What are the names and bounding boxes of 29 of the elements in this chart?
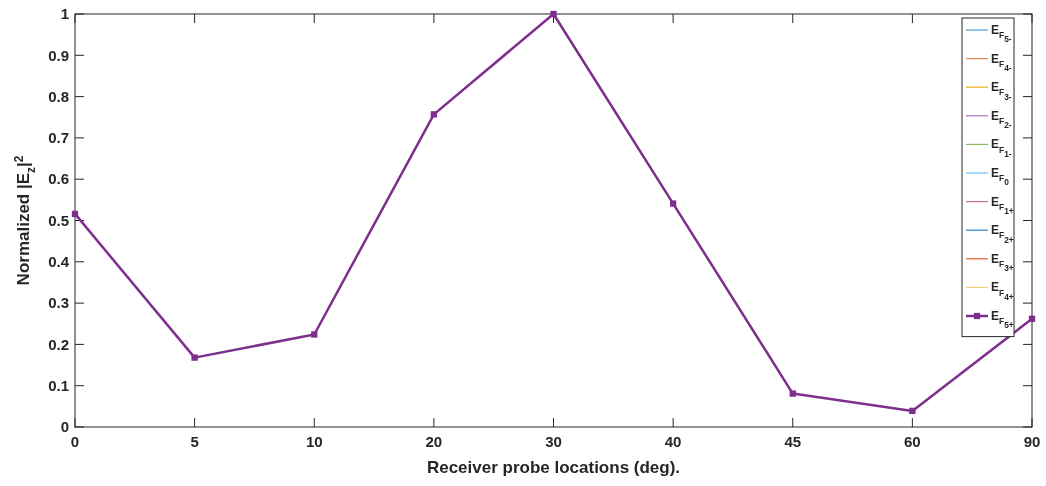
point <box>909 407 916 415</box>
y-tick-label: 0.7 <box>48 129 69 147</box>
y-tick-label: 0.5 <box>48 211 69 229</box>
x-tick-label: 5 <box>190 433 199 450</box>
x-tick-label: 45 <box>784 433 802 450</box>
y-tick-label: 1 <box>60 5 69 23</box>
x-tick-label: 10 <box>305 433 323 450</box>
y-tick-label: 0.8 <box>48 87 69 105</box>
x-axis-title: Receiver probe locations (deg). <box>426 458 681 477</box>
y-tick-label: 0.2 <box>48 335 69 353</box>
y-tick-label: 0 <box>60 418 69 436</box>
point <box>311 331 318 338</box>
point <box>191 354 198 361</box>
point <box>669 200 677 207</box>
y-tick-label: 0.6 <box>48 170 69 188</box>
y-tick-label: 0.1 <box>48 376 69 394</box>
point <box>789 390 796 397</box>
point <box>550 10 557 18</box>
x-tick-label: 60 <box>904 433 921 450</box>
point <box>71 210 79 218</box>
point <box>1028 315 1036 322</box>
x-tick-label: 90 <box>1023 433 1041 450</box>
y-tick-label: 0.4 <box>48 253 70 271</box>
x-tick-label: 30 <box>545 433 562 450</box>
y-tick-label: 0.9 <box>48 46 69 64</box>
x-tick-label: 20 <box>425 433 443 450</box>
point <box>430 111 438 118</box>
y-tick-label: 0.3 <box>48 294 69 312</box>
x-tick-label: 40 <box>664 433 682 450</box>
